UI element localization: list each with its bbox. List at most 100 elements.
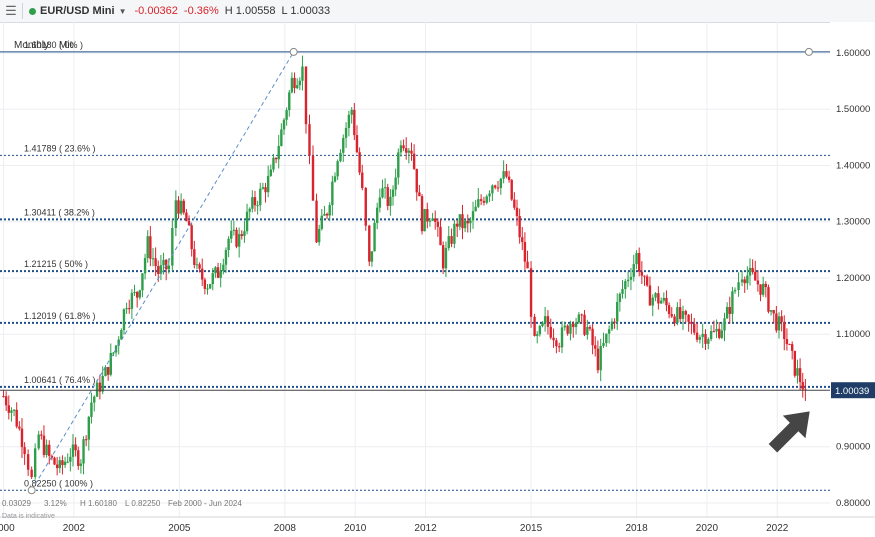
- candle-body: [149, 236, 152, 259]
- candle-body: [447, 236, 450, 249]
- candle-body: [751, 267, 754, 272]
- candle-body: [743, 279, 746, 284]
- candle-body: [444, 248, 448, 269]
- candle-body: [707, 339, 710, 344]
- y-tick-label: 1.30000: [836, 217, 870, 228]
- candle-body: [510, 179, 513, 200]
- candle-body: [788, 344, 791, 346]
- instrument-symbol[interactable]: EUR/USD Mini: [40, 5, 115, 17]
- timeframe-monthly[interactable]: Monthly: [14, 40, 50, 51]
- x-tick-label: 2020: [696, 523, 719, 534]
- candle-body: [42, 435, 46, 455]
- candle-body: [394, 177, 397, 190]
- hamburger-menu-icon[interactable]: ☰: [5, 3, 17, 18]
- candle-body: [79, 463, 83, 466]
- candle-body: [109, 352, 112, 375]
- y-tick-label: 1.60000: [836, 48, 870, 59]
- candle-body: [195, 264, 199, 266]
- candle-body: [761, 283, 765, 295]
- fib-anchor-handle: [289, 47, 298, 56]
- candle-body: [293, 77, 296, 89]
- candle-body: [23, 447, 26, 455]
- candle-body: [48, 444, 51, 456]
- candle-body: [358, 152, 361, 173]
- candle-body: [538, 325, 542, 335]
- candle-body: [434, 218, 437, 222]
- candle-body: [248, 208, 251, 212]
- candle-body: [632, 264, 635, 277]
- candle-body: [670, 314, 673, 317]
- candle-body: [555, 340, 558, 347]
- x-tick-label: 2010: [344, 523, 367, 534]
- candle-body: [698, 337, 702, 340]
- candle-body: [308, 124, 311, 156]
- candle-body: [154, 258, 157, 267]
- candle-body: [375, 207, 379, 223]
- y-tick-label: 1.20000: [836, 273, 870, 284]
- candle-body: [101, 376, 104, 392]
- data-footnote: Data is indicative: [2, 513, 55, 520]
- stats-range: Feb 2000 - Jun 2024: [168, 499, 242, 508]
- candle-body: [391, 189, 395, 197]
- candle-body: [317, 228, 321, 243]
- candle-body: [211, 273, 214, 285]
- candle-body: [95, 382, 99, 397]
- candle-body: [439, 226, 442, 246]
- candle-body: [269, 169, 273, 176]
- candle-body: [84, 439, 88, 441]
- candle-body: [237, 234, 241, 247]
- candle-body: [740, 279, 744, 283]
- candle-body: [266, 175, 270, 193]
- candle-body: [74, 444, 77, 451]
- candle-body: [436, 221, 440, 227]
- candle-body: [227, 238, 230, 251]
- candle-body: [402, 145, 405, 149]
- candle-body: [775, 313, 778, 331]
- timeframe-mid[interactable]: Mid: [59, 40, 76, 51]
- candle-body: [407, 150, 411, 153]
- y-tick-label: 0.90000: [836, 442, 870, 453]
- stats-high: H 1.60180: [80, 499, 117, 508]
- candle-body: [515, 207, 519, 217]
- y-tick-label: 0.80000: [836, 498, 870, 509]
- candle-body: [456, 223, 459, 227]
- candle-body: [130, 292, 134, 309]
- candle-body: [120, 330, 123, 340]
- candle-body: [219, 271, 222, 278]
- candle-body: [769, 310, 773, 312]
- candle-body: [560, 327, 564, 348]
- candle-body: [415, 168, 418, 193]
- candle-body: [665, 297, 668, 306]
- candle-body: [208, 284, 212, 289]
- candle-body: [610, 321, 614, 330]
- fib-level-label: 1.21215 ( 50% ): [24, 259, 88, 269]
- candle-body: [654, 293, 657, 298]
- candle-body: [485, 196, 488, 203]
- candle-body: [681, 311, 685, 319]
- candle-body: [347, 114, 351, 128]
- candle-body: [613, 321, 616, 323]
- candle-body: [728, 307, 731, 314]
- candle-body: [577, 314, 581, 323]
- candle-body: [203, 279, 207, 289]
- caret-down-icon[interactable]: ▼: [118, 6, 127, 16]
- candle-body: [704, 333, 707, 344]
- candle-body: [667, 305, 671, 315]
- price-change: -0.00362: [134, 5, 178, 17]
- candle-body: [543, 316, 547, 323]
- candle-body: [651, 297, 654, 306]
- candle-body: [40, 434, 43, 436]
- candle-body: [731, 291, 734, 314]
- candle-body: [325, 213, 329, 216]
- candle-body: [482, 200, 486, 203]
- candle-body: [466, 220, 469, 224]
- candle-body: [193, 249, 196, 265]
- candle-body: [342, 137, 345, 153]
- candle-body: [256, 205, 259, 207]
- candle-body: [783, 321, 786, 340]
- fib-level-label: 1.12019 ( 61.8% ): [24, 311, 96, 321]
- candle-body: [518, 216, 521, 238]
- candle-body: [785, 339, 789, 345]
- candle-body: [693, 323, 696, 333]
